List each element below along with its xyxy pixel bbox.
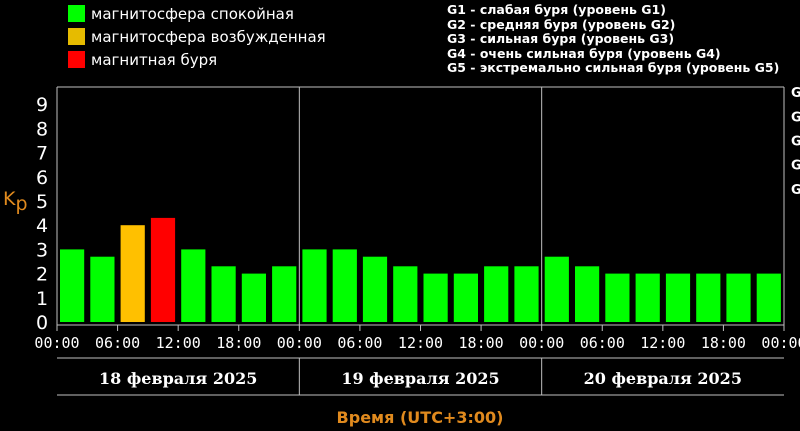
x-tick-label: 18:00 — [701, 334, 746, 352]
y-tick-label: 9 — [36, 94, 48, 116]
x-tick-label: 06:00 — [95, 334, 140, 352]
kp-bar — [635, 273, 660, 322]
day-label: 18 февраля 2025 — [99, 369, 257, 388]
x-tick-label: 00:00 — [761, 334, 800, 352]
y-tick-label: 3 — [36, 239, 48, 261]
kp-bar — [453, 273, 478, 322]
kp-bar — [605, 273, 630, 322]
kp-bar — [272, 266, 297, 322]
kp-bar — [665, 273, 691, 322]
legend-label-storm: магнитная буря — [91, 50, 218, 69]
x-tick-label: 00:00 — [519, 334, 564, 352]
kp-bar — [575, 266, 600, 322]
legend-label-quiet: магнитосфера спокойная — [91, 4, 294, 23]
kp-bar — [484, 266, 509, 322]
g-axis-label: G — [791, 159, 800, 174]
x-axis-label: Время (UTC+3:00) — [337, 408, 504, 427]
kp-bar — [241, 273, 266, 322]
y-tick-label: 7 — [36, 143, 48, 165]
x-tick-label: 18:00 — [459, 334, 504, 352]
x-tick-label: 12:00 — [156, 334, 201, 352]
legend-swatch-excited — [68, 28, 85, 45]
x-tick-label: 06:00 — [337, 334, 382, 352]
x-tick-label: 00:00 — [34, 334, 79, 352]
kp-bar — [544, 256, 569, 322]
g-axis-label: G — [791, 135, 800, 150]
x-tick-label: 12:00 — [640, 334, 685, 352]
y-tick-label: 6 — [36, 167, 48, 189]
g-level-3: G3 - сильная буря (уровень G3) — [447, 31, 675, 47]
kp-bar — [756, 273, 781, 322]
kp-bar — [514, 266, 539, 322]
x-tick-label: 06:00 — [580, 334, 625, 352]
g-axis-label: G — [791, 110, 800, 125]
day-label: 20 февраля 2025 — [584, 369, 742, 388]
kp-bar — [696, 273, 721, 322]
kp-bar — [211, 266, 236, 322]
kp-bar — [90, 256, 115, 322]
g-level-1: G1 - слабая буря (уровень G1) — [447, 2, 666, 17]
y-axis-label: Kp — [3, 188, 28, 215]
kp-bar — [362, 256, 388, 322]
kp-bar — [726, 273, 751, 322]
y-tick-label: 1 — [36, 288, 48, 310]
g-axis-label: G — [791, 183, 800, 198]
x-tick-label: 18:00 — [216, 334, 261, 352]
y-tick-label: 2 — [36, 264, 48, 286]
kp-bar — [150, 217, 176, 322]
kp-bar — [181, 249, 206, 322]
kp-bar — [60, 249, 85, 322]
g-axis-label: G — [791, 86, 800, 101]
g-level-legend: G1 - слабая буря (уровень G1) G2 - средн… — [447, 2, 780, 76]
legend-swatch-quiet — [68, 5, 85, 22]
y-tick-label: 0 — [36, 312, 48, 334]
g-level-4: G4 - очень сильная буря (уровень G4) — [447, 45, 721, 61]
y-tick-label: 8 — [36, 118, 48, 140]
kp-bar — [120, 225, 145, 322]
kp-bar — [332, 249, 357, 322]
legend-swatch-storm — [68, 51, 85, 68]
g-level-2: G2 - средняя буря (уровень G2) — [447, 16, 676, 32]
legend-item-excited: магнитосфера возбужденная — [68, 27, 326, 46]
day-label: 19 февраля 2025 — [341, 369, 499, 388]
legend-item-quiet: магнитосфера спокойная — [68, 4, 294, 23]
kp-bar — [302, 249, 327, 322]
legend-item-storm: магнитная буря — [68, 50, 217, 69]
y-tick-label: 4 — [36, 215, 48, 237]
kp-bar — [423, 273, 448, 322]
x-tick-label: 00:00 — [277, 334, 322, 352]
kp-bar — [393, 266, 418, 322]
g-level-5: G5 - экстремально сильная буря (уровень … — [447, 60, 780, 76]
y-tick-label: 5 — [36, 191, 48, 213]
legend-label-excited: магнитосфера возбужденная — [91, 27, 326, 46]
x-tick-label: 12:00 — [398, 334, 443, 352]
